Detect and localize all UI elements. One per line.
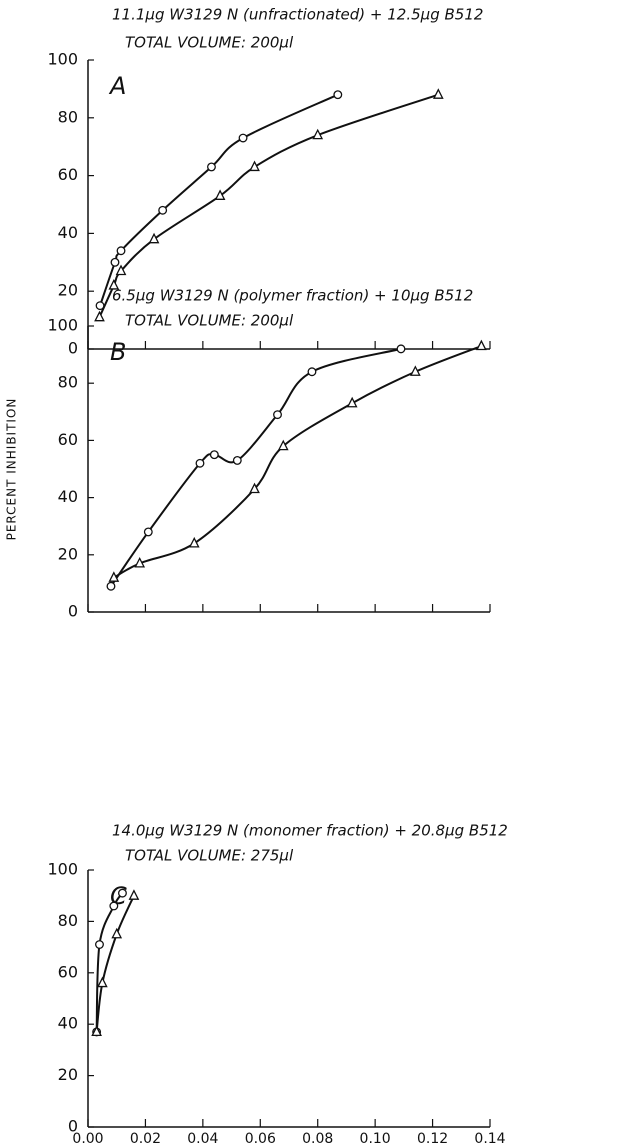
circle-point	[209, 450, 219, 460]
circle-point	[333, 90, 343, 100]
triangle-point	[91, 1025, 102, 1037]
y-tick-label: 60	[58, 430, 78, 449]
x-tick-label: 0.00	[72, 1131, 103, 1144]
circle-point	[207, 162, 216, 172]
circle-point	[110, 257, 120, 267]
triangle-point	[96, 976, 108, 988]
triangle-point	[476, 339, 487, 351]
y-tick-label: 40	[58, 1014, 78, 1033]
circle-point	[195, 458, 205, 468]
y-tick-label: 100	[47, 50, 78, 69]
y-tick-label: 100	[47, 316, 78, 335]
panel-label: A	[108, 72, 126, 100]
panel-label: B	[110, 338, 126, 366]
y-tick-label: 60	[58, 962, 78, 981]
triangle-point	[409, 365, 421, 376]
triangle-point	[94, 310, 105, 322]
triangle-point	[108, 571, 120, 582]
panel-title: 11.1µg W3129 N (unfractionated) + 12.5µg…	[112, 6, 483, 24]
y-tick-label: 20	[58, 544, 78, 563]
x-tick-label: 0.12	[417, 1131, 448, 1144]
x-tick-label: 0.10	[360, 1131, 391, 1144]
fit-curve	[98, 93, 439, 318]
panel-subtitle: TOTAL VOLUME: 275µl	[125, 847, 294, 865]
circle-point	[118, 888, 127, 898]
triangle-point	[115, 264, 127, 276]
x-tick-label: 0.04	[187, 1131, 218, 1144]
y-tick-label: 100	[47, 860, 78, 879]
y-tick-label: 0	[68, 602, 78, 621]
triangle-point	[128, 889, 140, 900]
triangle-point	[111, 927, 123, 939]
y-tick-label: 20	[58, 281, 78, 300]
y-tick-label: 0	[68, 1117, 78, 1136]
y-tick-label: 80	[58, 911, 78, 930]
y-tick-label: 40	[58, 223, 78, 242]
triangle-point	[188, 536, 200, 548]
panel-subtitle: TOTAL VOLUME: 200µl	[125, 34, 294, 52]
triangle-point	[249, 160, 260, 172]
y-axis-label: PERCENT INHIBITION	[5, 398, 19, 541]
x-tick-label: 0.02	[130, 1131, 161, 1144]
y-tick-label: 0	[68, 339, 78, 358]
y-tick-label: 40	[58, 487, 78, 506]
y-tick-label: 20	[58, 1065, 78, 1084]
triangle-point	[277, 439, 289, 451]
triangle-point	[108, 278, 120, 290]
circle-point	[95, 940, 104, 949]
x-tick-label: 0.14	[474, 1131, 505, 1144]
fit-curve	[110, 347, 402, 587]
triangle-point	[134, 556, 146, 568]
y-tick-label: 80	[58, 107, 78, 126]
fit-curve	[99, 93, 339, 306]
panel-subtitle: TOTAL VOLUME: 200µl	[125, 312, 294, 330]
fit-curve	[95, 895, 135, 1033]
panel-title: 14.0µg W3129 N (monomer fraction) + 20.8…	[112, 822, 508, 840]
circle-point	[307, 367, 317, 377]
circle-point	[106, 581, 116, 591]
triangle-point	[346, 396, 358, 408]
circle-point	[238, 133, 248, 143]
y-tick-label: 60	[58, 165, 78, 184]
circle-point	[273, 410, 282, 420]
circle-point	[158, 205, 168, 215]
triangle-point	[214, 189, 226, 200]
circle-point	[396, 344, 406, 354]
y-tick-label: 80	[58, 373, 78, 392]
triangle-point	[148, 232, 160, 244]
circle-point	[232, 455, 242, 465]
x-tick-label: 0.06	[245, 1131, 276, 1144]
x-tick-label: 0.08	[302, 1131, 333, 1144]
triangle-point	[312, 128, 324, 140]
panel-title: 6.5µg W3129 N (polymer fraction) + 10µg …	[112, 287, 473, 305]
fit-curve	[113, 345, 482, 579]
circle-point	[116, 246, 126, 256]
circle-point	[109, 901, 119, 911]
fit-curve	[95, 892, 124, 1032]
triangle-point	[432, 88, 444, 99]
triangle-point	[249, 482, 260, 494]
circle-point	[143, 527, 153, 537]
